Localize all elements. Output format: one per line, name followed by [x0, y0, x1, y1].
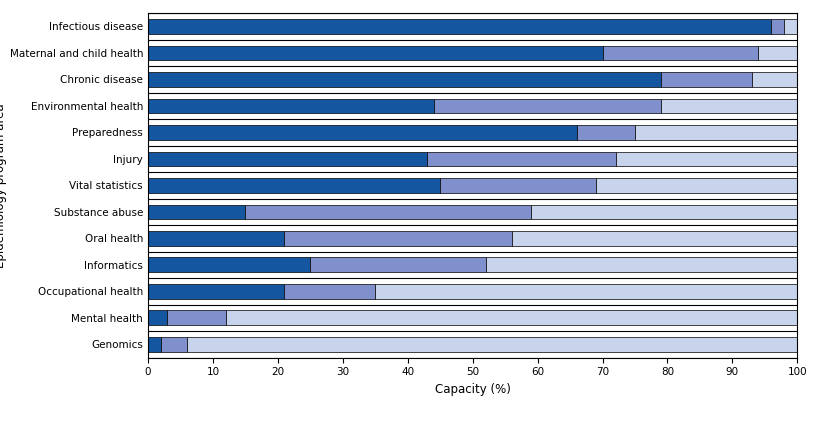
Bar: [226, 310, 797, 325]
Bar: [148, 337, 161, 351]
Bar: [148, 45, 603, 60]
Bar: [441, 178, 596, 193]
Bar: [596, 178, 797, 193]
Bar: [661, 72, 752, 87]
Bar: [486, 258, 797, 272]
Bar: [603, 45, 759, 60]
Bar: [284, 284, 375, 299]
Bar: [148, 258, 310, 272]
Bar: [635, 125, 797, 140]
Bar: [161, 337, 187, 351]
Y-axis label: Epidemiology program area: Epidemiology program area: [0, 103, 7, 268]
Bar: [616, 152, 797, 166]
Bar: [531, 204, 797, 219]
Bar: [148, 178, 441, 193]
Bar: [148, 284, 284, 299]
X-axis label: Capacity (%): Capacity (%): [435, 383, 510, 396]
Bar: [168, 310, 226, 325]
Bar: [148, 19, 771, 34]
Bar: [661, 99, 797, 113]
Bar: [759, 45, 797, 60]
Bar: [148, 99, 434, 113]
Bar: [148, 152, 427, 166]
Bar: [148, 231, 284, 245]
Bar: [784, 19, 797, 34]
Bar: [148, 310, 168, 325]
Bar: [148, 204, 245, 219]
Bar: [434, 99, 661, 113]
Bar: [576, 125, 635, 140]
Bar: [284, 231, 511, 245]
Bar: [375, 284, 797, 299]
Bar: [148, 125, 576, 140]
Bar: [427, 152, 616, 166]
Bar: [245, 204, 531, 219]
Bar: [771, 19, 784, 34]
Bar: [187, 337, 797, 351]
Bar: [148, 72, 661, 87]
Bar: [511, 231, 797, 245]
Bar: [752, 72, 797, 87]
Bar: [310, 258, 486, 272]
